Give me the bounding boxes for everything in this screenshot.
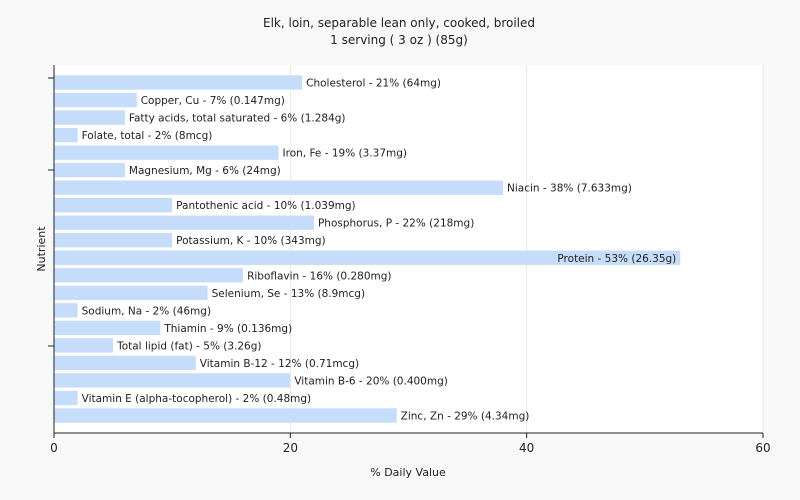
bar-label: Sodium, Na - 2% (46mg) (82, 305, 211, 317)
bar-label: Total lipid (fat) - 5% (3.26g) (116, 340, 261, 352)
bar-label: Phosphorus, P - 22% (218mg) (318, 218, 474, 230)
bar (54, 338, 114, 353)
bar-label: Copper, Cu - 7% (0.147mg) (141, 95, 285, 107)
bar (54, 75, 303, 90)
chart-title: Elk, loin, separable lean only, cooked, … (263, 16, 535, 30)
bar (54, 285, 208, 300)
bar-label: Magnesium, Mg - 6% (24mg) (129, 165, 281, 177)
bar-label: Potassium, K - 10% (343mg) (176, 235, 326, 247)
bar (54, 127, 78, 143)
bar-label: Riboflavin - 16% (0.280mg) (247, 270, 391, 282)
bar (54, 233, 173, 248)
bar-label: Selenium, Se - 13% (8.9mcg) (212, 288, 365, 300)
bar (54, 408, 397, 423)
bar-label: Cholesterol - 21% (64mg) (306, 78, 441, 90)
bar-label: Pantothenic acid - 10% (1.039mg) (176, 200, 355, 212)
bar-label: Protein - 53% (26.35g) (557, 253, 676, 265)
bar (54, 92, 137, 108)
bar-label: Niacin - 38% (7.633mg) (507, 183, 632, 195)
bar (54, 198, 173, 213)
bar (54, 373, 291, 388)
bar (54, 162, 125, 178)
bar-label: Vitamin B-12 - 12% (0.71mcg) (200, 358, 359, 370)
bar (54, 250, 681, 265)
bars: Cholesterol - 21% (64mg) Copper, Cu - 7% … (54, 75, 681, 423)
x-axis-label: % Daily Value (370, 466, 446, 479)
bar (54, 215, 314, 230)
bar-label: Iron, Fe - 19% (3.37mg) (283, 148, 407, 160)
y-axis-label: Nutrient (35, 226, 48, 272)
axes: 0 20 40 60 (48, 65, 771, 455)
bar-label: Folate, total - 2% (8mcg) (82, 130, 213, 142)
bar (54, 145, 279, 160)
bar (54, 303, 78, 318)
bar (54, 390, 78, 406)
plot-area (54, 65, 763, 433)
grid (54, 65, 764, 433)
bar (54, 110, 125, 125)
x-tick-label: 60 (755, 441, 770, 455)
x-tick-label: 0 (50, 441, 58, 455)
bar-label: Fatty acids, total saturated - 6% (1.284… (129, 113, 346, 125)
bar (54, 180, 504, 195)
bar-label: Vitamin E (alpha-tocopherol) - 2% (0.48m… (82, 393, 312, 405)
x-tick-label: 40 (519, 441, 534, 455)
bar-label: Zinc, Zn - 29% (4.34mg) (401, 410, 530, 422)
bar (54, 320, 161, 336)
chart-subtitle: 1 serving ( 3 oz ) (85g) (330, 33, 468, 47)
x-tick-label: 20 (283, 441, 298, 455)
bar (54, 268, 244, 283)
bar-label: Thiamin - 9% (0.136mg) (163, 323, 292, 335)
bar (54, 355, 196, 371)
bar-label: Vitamin B-6 - 20% (0.400mg) (294, 375, 448, 387)
